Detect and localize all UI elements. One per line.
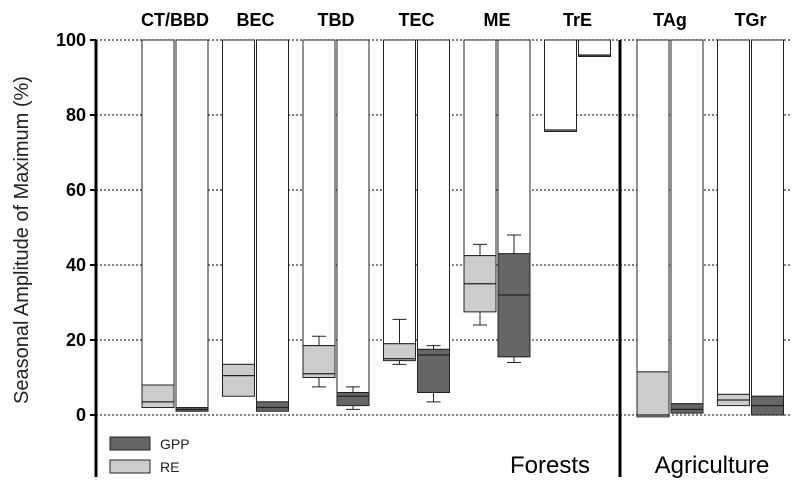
max-outline <box>544 39 577 131</box>
max-outline <box>717 39 750 395</box>
max-outline <box>463 39 497 257</box>
re-box <box>383 343 416 362</box>
category-label: ME <box>484 10 511 30</box>
legend-swatch-re <box>109 459 151 474</box>
gpp-box <box>497 253 531 358</box>
max-outline <box>256 39 289 403</box>
legend-label-re: RE <box>160 459 179 475</box>
category-label: TEC <box>399 10 435 30</box>
max-outline <box>222 39 255 365</box>
max-outline <box>417 39 450 350</box>
max-outline <box>383 39 416 345</box>
category-label: TBD <box>318 10 355 30</box>
legend-swatch-gpp <box>109 436 151 451</box>
category-label: TGr <box>734 10 766 30</box>
group-label-agriculture: Agriculture <box>655 452 770 479</box>
max-outline <box>578 39 611 56</box>
max-outline <box>336 39 370 393</box>
max-outline <box>670 39 704 405</box>
gpp-box <box>670 403 704 414</box>
category-label: TAg <box>653 10 687 30</box>
y-axis-label: Seasonal Amplitude of Maximum (%) <box>11 76 33 404</box>
y-tick-label: 40 <box>66 255 86 275</box>
re-box <box>302 345 336 378</box>
y-tick-label: 0 <box>76 405 86 425</box>
y-tick-label: 20 <box>66 330 86 350</box>
y-tick-label: 60 <box>66 180 86 200</box>
max-outline <box>636 39 670 373</box>
y-tick-label: 100 <box>56 30 86 50</box>
max-outline <box>497 39 531 255</box>
re-box <box>636 371 670 418</box>
re-box <box>141 384 175 408</box>
re-box <box>222 363 255 397</box>
category-label: TrE <box>563 10 592 30</box>
group-label-forests: Forests <box>510 452 590 479</box>
max-outline <box>141 39 175 386</box>
max-outline <box>751 39 784 397</box>
max-outline <box>175 39 209 408</box>
gpp-box <box>256 401 289 412</box>
y-tick-label: 80 <box>66 105 86 125</box>
category-label: CT/BBD <box>141 10 209 30</box>
legend-label-gpp: GPP <box>160 436 190 452</box>
gpp-box <box>336 392 370 407</box>
plot-area: 0 20 40 60 80 100 CT/BBD BEC TBD TEC ME TrE TAg TGr GP… <box>56 10 790 479</box>
category-label: BEC <box>236 10 274 30</box>
max-outline <box>302 39 336 347</box>
gpp-box <box>417 348 450 393</box>
